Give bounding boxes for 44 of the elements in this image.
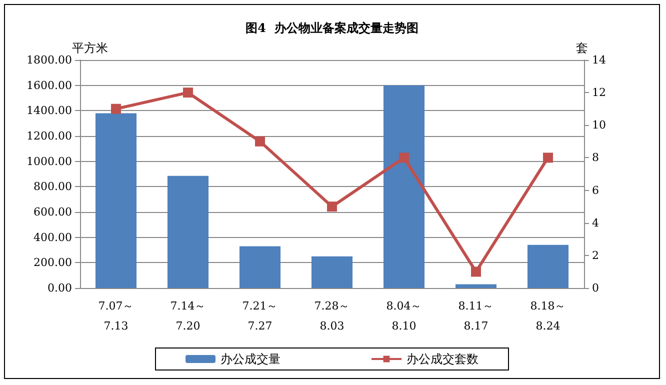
point bbox=[543, 152, 553, 163]
x-tick-label: 7.28～ 8.03 bbox=[314, 300, 350, 332]
x-tick-label: 7.07～ 7.13 bbox=[98, 300, 134, 332]
point bbox=[255, 136, 265, 146]
y-tick-label: 1200.00 bbox=[26, 130, 72, 142]
y2-tick-label: 6 bbox=[592, 184, 599, 197]
point bbox=[471, 266, 481, 277]
y2-tick-label: 2 bbox=[592, 248, 599, 262]
chart-title: 图4 办公物业备案成交量走势图 bbox=[246, 21, 418, 35]
y-tick-label: 1600.00 bbox=[26, 78, 72, 92]
bar bbox=[527, 244, 569, 288]
bar bbox=[239, 246, 281, 288]
x-tick-label: 8.04～ 8.10 bbox=[386, 300, 422, 332]
bar bbox=[383, 85, 425, 288]
point bbox=[399, 152, 409, 163]
y-tick-label: 200.00 bbox=[34, 256, 72, 270]
y-tick-label: 1000.00 bbox=[26, 154, 72, 168]
y2-axis-title: 套 bbox=[576, 41, 588, 55]
y2-tick-label: 0 bbox=[592, 282, 599, 294]
y-tick-label: 1800.00 bbox=[26, 54, 72, 66]
x-tick-label: 8.11～ 8.17 bbox=[458, 300, 494, 332]
x-tick-label: 7.14～ 7.20 bbox=[170, 300, 206, 332]
bar bbox=[311, 256, 353, 288]
point bbox=[327, 202, 337, 212]
y2-tick-label: 4 bbox=[592, 216, 599, 230]
bar bbox=[95, 113, 137, 288]
x-tick-label: 8.18～ 8.24 bbox=[530, 300, 566, 332]
x-tick-label: 7.21～ 7.27 bbox=[242, 300, 278, 332]
y2-tick-label: 8 bbox=[592, 151, 599, 164]
y2-tick-label: 10 bbox=[592, 118, 606, 132]
y-tick-label: 600.00 bbox=[34, 206, 72, 218]
y2-tick-label: 12 bbox=[592, 86, 606, 100]
legend-label: 办公成交套数 bbox=[406, 352, 478, 366]
y-tick-label: 0.00 bbox=[48, 282, 72, 294]
legend-label: 办公成交量 bbox=[220, 352, 280, 366]
y2-tick-label: 14 bbox=[592, 54, 606, 66]
y-tick-label: 1400.00 bbox=[26, 104, 72, 118]
y-tick-label: 800.00 bbox=[34, 180, 72, 194]
y-tick-label: 400.00 bbox=[34, 230, 72, 244]
bar bbox=[167, 176, 209, 288]
point bbox=[111, 104, 121, 114]
y-axis-title: 平方米 bbox=[72, 41, 108, 55]
point bbox=[183, 88, 193, 98]
bar bbox=[455, 284, 497, 288]
